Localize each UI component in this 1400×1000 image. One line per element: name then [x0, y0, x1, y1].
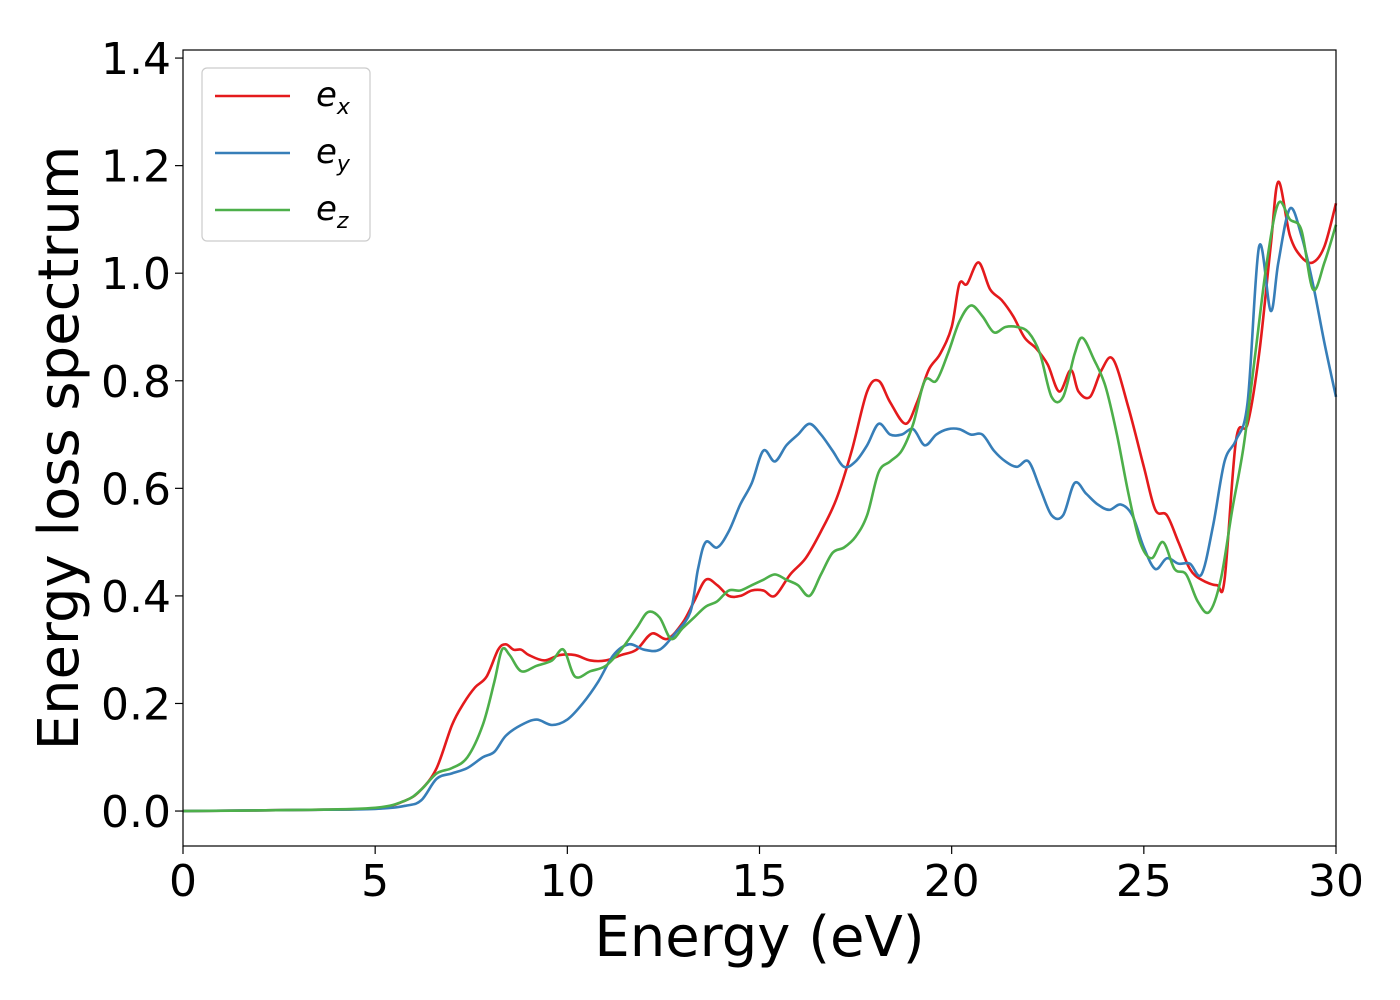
series-line-z	[182, 200, 1338, 813]
legend-label-base: e	[316, 189, 337, 229]
series-line-y	[182, 206, 1338, 813]
x-tick-label: 5	[361, 856, 389, 907]
legend-label-y: ey	[316, 132, 351, 177]
legend-label-subscript: z	[336, 209, 349, 234]
y-tick-label: 1.0	[101, 249, 171, 300]
x-axis-label: Energy (eV)	[594, 905, 924, 970]
legend-label-base: e	[316, 75, 337, 115]
legend-label-base: e	[316, 132, 337, 172]
legend-label-subscript: x	[336, 95, 351, 120]
y-tick-label: 1.2	[101, 142, 171, 193]
series-layer	[182, 180, 1338, 813]
legend-label-subscript: y	[336, 152, 351, 177]
x-tick-label: 0	[169, 856, 197, 907]
x-tick-label: 25	[1116, 856, 1172, 907]
legend-label-z: ez	[316, 189, 349, 234]
x-axis: 0 5 10 15 20 25 30	[169, 846, 1364, 907]
y-tick-label: 0.0	[101, 787, 171, 838]
y-tick-label: 0.6	[101, 464, 171, 515]
legend-label-x: ex	[316, 75, 351, 120]
x-tick-label: 15	[732, 856, 788, 907]
y-axis: 0.0 0.2 0.4 0.6 0.8 1.0 1.2 1.4	[101, 34, 183, 838]
x-tick-label: 30	[1308, 856, 1364, 907]
series-line-x	[182, 180, 1338, 813]
legend-box	[201, 67, 371, 242]
y-tick-label: 0.2	[101, 679, 171, 730]
y-tick-label: 0.4	[101, 572, 171, 623]
x-tick-label: 10	[539, 856, 595, 907]
y-tick-label: 1.4	[101, 34, 171, 85]
y-tick-label: 0.8	[101, 357, 171, 408]
y-axis-label: Energy loss spectrum	[27, 146, 92, 751]
x-tick-label: 20	[924, 856, 980, 907]
plot-area	[183, 50, 1336, 846]
